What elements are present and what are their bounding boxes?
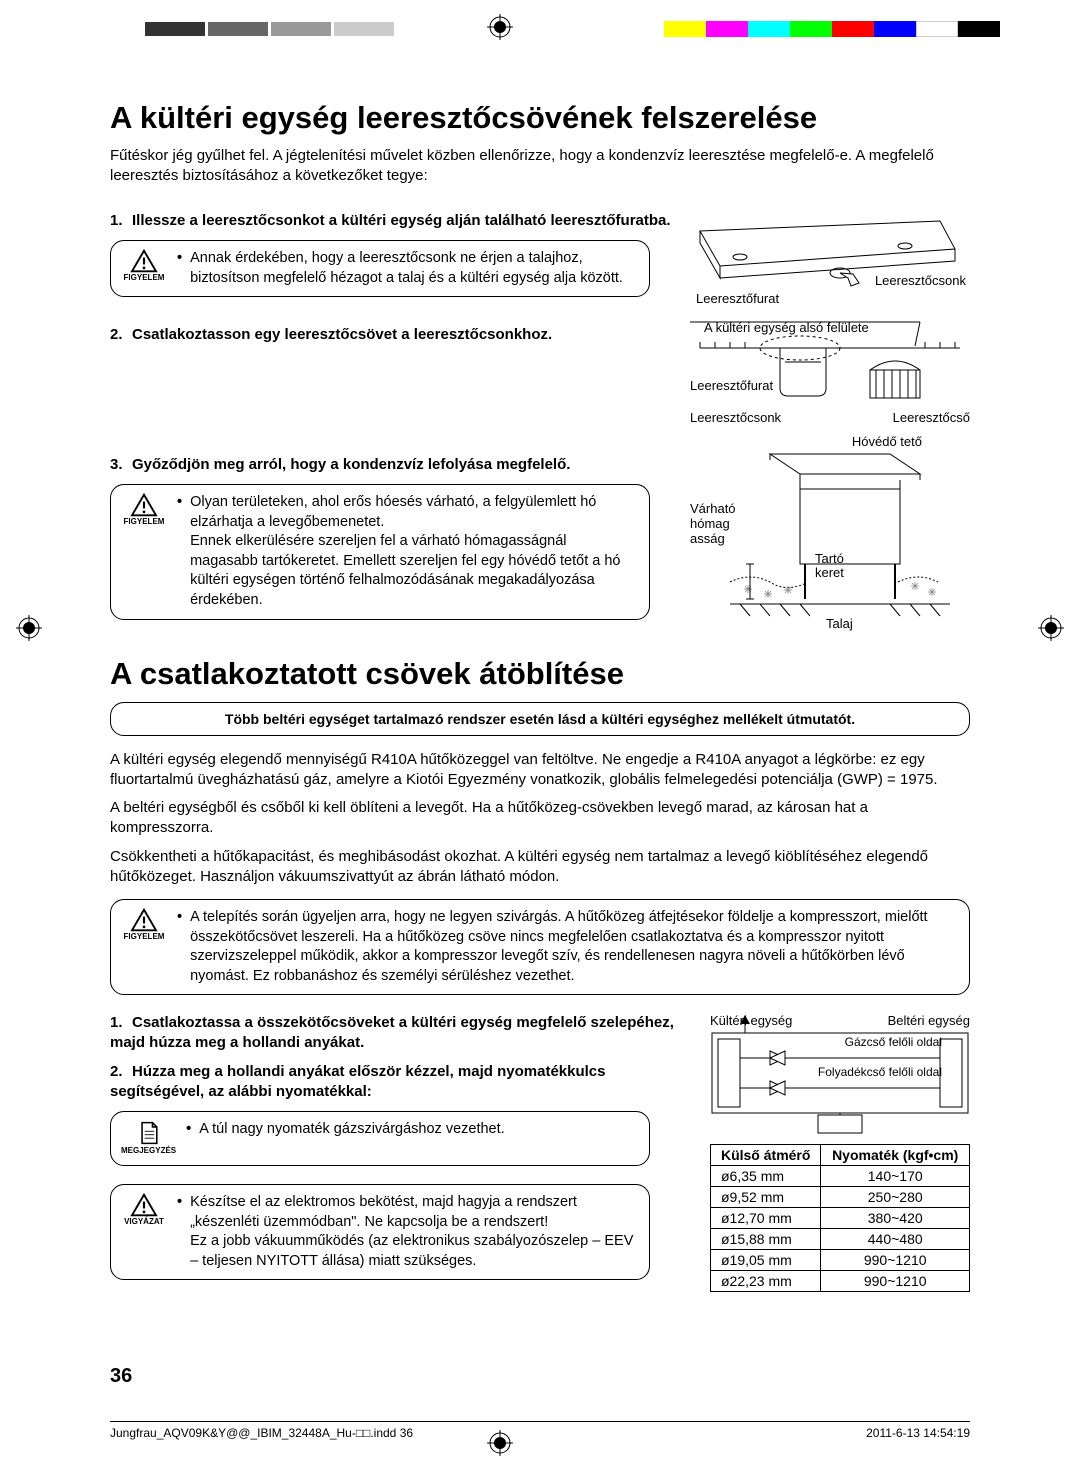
warning-icon bbox=[130, 908, 158, 932]
note-icon bbox=[136, 1120, 162, 1146]
section2-para2: A beltéri egységből és csőből ki kell öb… bbox=[110, 798, 970, 839]
table-row: ø6,35 mm140~170 bbox=[711, 1166, 970, 1187]
page-number: 36 bbox=[110, 1365, 132, 1388]
callout-text: Készítse el az elektromos bekötést, majd… bbox=[190, 1193, 635, 1271]
section2-title: A csatlakoztatott csövek átöblítése bbox=[110, 656, 970, 692]
section1-intro: Fűtéskor jég gyűlhet fel. A jégtelenítés… bbox=[110, 146, 970, 187]
caution-callout: FIGYELEM •Olyan területeken, ahol erős h… bbox=[110, 484, 650, 619]
section2-para3: Csökkentheti a hűtőkapacitást, és meghib… bbox=[110, 847, 970, 888]
table-row: ø9,52 mm250~280 bbox=[711, 1187, 970, 1208]
caution-callout: FIGYELEM •A telepítés során ügyeljen arr… bbox=[110, 899, 970, 995]
figure-outdoor-bottom: Leeresztőcsonk Leeresztőfurat bbox=[690, 211, 970, 316]
diagram-label: Leeresztőcső bbox=[893, 410, 970, 425]
diagram-label: Beltéri egység bbox=[888, 1013, 970, 1028]
diagram-label: Kültéri egység bbox=[710, 1013, 792, 1028]
torque-table: Külső átmérő Nyomaték (kgf•cm) ø6,35 mm1… bbox=[710, 1144, 970, 1292]
diagram-label: Leeresztőfurat bbox=[696, 291, 779, 306]
diagram-label: Hóvédő tető bbox=[852, 434, 922, 449]
print-footer: Jungfrau_AQV09K&Y@@_IBIM_32448A_Hu-□□.in… bbox=[110, 1421, 970, 1440]
figure-snow-cover: Hóvédő tető Várható hómag asság Tartó ke… bbox=[690, 434, 970, 634]
registration-mark-icon bbox=[487, 14, 513, 40]
figure-piping-diagram: Kültéri egység Beltéri egység Gázcső fel… bbox=[710, 1013, 970, 1138]
table-header: Nyomaték (kgf•cm) bbox=[821, 1145, 970, 1166]
callout-text: A telepítés során ügyeljen arra, hogy ne… bbox=[190, 908, 955, 986]
icon-label: FIGYELEM bbox=[124, 517, 165, 528]
section1-step2: 2.Csatlakoztasson egy leeresztőcsövet a … bbox=[110, 325, 678, 345]
diagram-label: Leeresztőcsonk bbox=[875, 273, 966, 288]
footer-timestamp: 2011-6-13 14:54:19 bbox=[866, 1426, 970, 1440]
boxed-note: Több beltéri egységet tartalmazó rendsze… bbox=[110, 702, 970, 736]
page-content: A kültéri egység leeresztőcsövének felsz… bbox=[110, 100, 970, 1386]
icon-label: VIGYÁZAT bbox=[124, 1217, 164, 1228]
section1-title: A kültéri egység leeresztőcsövének felsz… bbox=[110, 100, 970, 136]
registration-mark-icon bbox=[1038, 615, 1064, 641]
section2-step1: 1.Csatlakoztassa a összekötőcsöveket a k… bbox=[110, 1013, 698, 1052]
diagram-label: Folyadékcső felőli oldal bbox=[818, 1065, 942, 1079]
footer-filename: Jungfrau_AQV09K&Y@@_IBIM_32448A_Hu-□□.in… bbox=[110, 1426, 413, 1440]
icon-label: FIGYELEM bbox=[124, 932, 165, 943]
caution-callout: VIGYÁZAT • Készítse el az elektromos bek… bbox=[110, 1184, 650, 1280]
table-row: ø15,88 mm440~480 bbox=[711, 1229, 970, 1250]
callout-text: Olyan területeken, ahol erős hóesés várh… bbox=[190, 493, 635, 610]
table-row: ø19,05 mm990~1210 bbox=[711, 1250, 970, 1271]
print-marks bbox=[0, 0, 1080, 50]
callout-text: Annak érdekében, hogy a leeresztőcsonk n… bbox=[190, 249, 635, 288]
section1-step1: 1.Illessze a leeresztőcsonkot a kültéri … bbox=[110, 211, 678, 231]
section2-para1: A kültéri egység elegendő mennyiségű R41… bbox=[110, 750, 970, 791]
icon-label: MEGJEGYZÉS bbox=[121, 1146, 176, 1157]
diagram-label: Talaj bbox=[826, 616, 853, 631]
section1-step3: 3.Győződjön meg arról, hogy a kondenzvíz… bbox=[110, 455, 678, 475]
diagram-label: Leeresztőfurat bbox=[690, 378, 773, 393]
diagram-label: Gázcső felőli oldal bbox=[845, 1035, 942, 1049]
registration-mark-icon bbox=[16, 615, 42, 641]
diagram-label: A kültéri egység alsó felülete bbox=[704, 320, 869, 335]
diagram-label: Várható hómag asság bbox=[690, 501, 752, 546]
diagram-label: Leeresztőcsonk bbox=[690, 410, 781, 425]
table-row: ø22,23 mm990~1210 bbox=[711, 1271, 970, 1292]
section2-step2: 2.Húzza meg a hollandi anyákat először k… bbox=[110, 1062, 698, 1101]
warning-icon bbox=[130, 249, 158, 273]
table-header: Külső átmérő bbox=[711, 1145, 821, 1166]
warning-icon bbox=[130, 1193, 158, 1217]
diagram-label: Tartó keret bbox=[815, 552, 861, 581]
note-callout: MEGJEGYZÉS •A túl nagy nyomaték gázszivá… bbox=[110, 1111, 650, 1166]
figure-section-view: A kültéri egység alsó felülete bbox=[690, 320, 970, 430]
warning-icon bbox=[130, 493, 158, 517]
caution-callout: FIGYELEM •Annak érdekében, hogy a leeres… bbox=[110, 240, 650, 297]
table-row: ø12,70 mm380~420 bbox=[711, 1208, 970, 1229]
icon-label: FIGYELEM bbox=[124, 273, 165, 284]
callout-text: A túl nagy nyomaték gázszivárgáshoz veze… bbox=[199, 1120, 504, 1140]
